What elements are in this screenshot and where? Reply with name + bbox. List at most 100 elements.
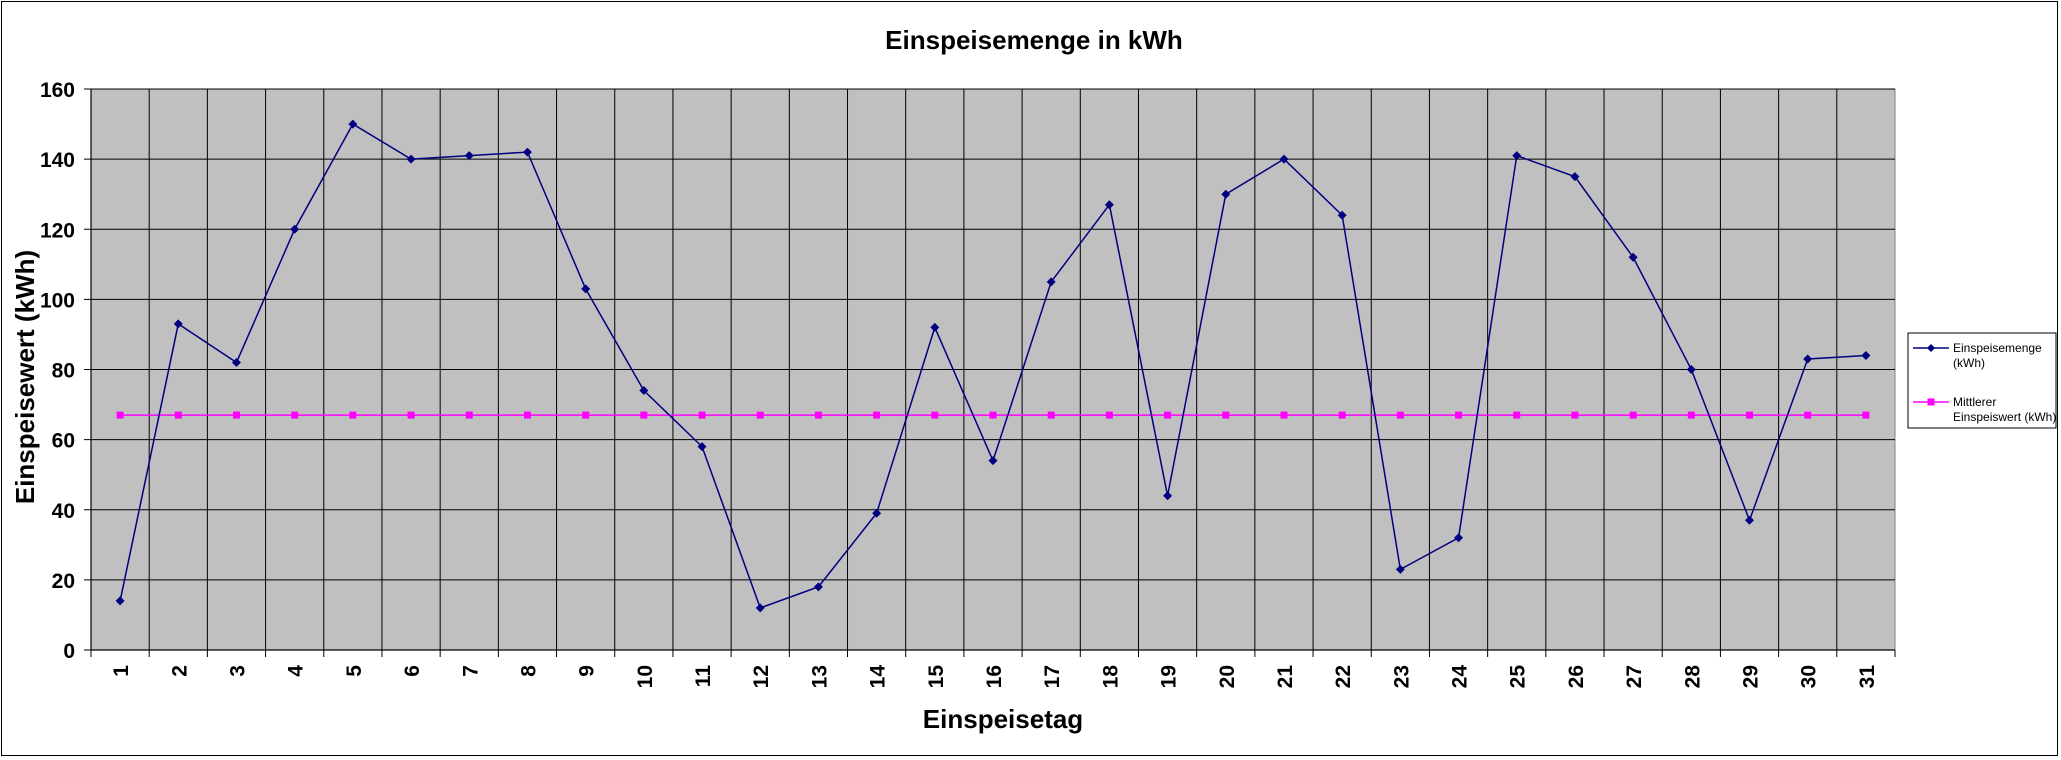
x-tick-label: 29 xyxy=(1740,665,1763,688)
x-tick-label: 6 xyxy=(401,665,424,677)
y-tick-label: 120 xyxy=(40,219,75,242)
legend-label: Einspeisemenge xyxy=(1953,341,2042,355)
data-point xyxy=(1163,491,1173,501)
data-point xyxy=(1279,154,1289,164)
data-point xyxy=(522,147,532,157)
data-point xyxy=(1628,252,1638,262)
data-point xyxy=(115,596,125,606)
x-tick-label: 11 xyxy=(692,665,715,688)
x-tick-label: 21 xyxy=(1274,665,1297,689)
data-point xyxy=(813,582,823,592)
x-tick-label: 26 xyxy=(1565,665,1588,688)
data-point xyxy=(464,151,474,161)
x-tick-label: 1 xyxy=(110,665,133,677)
data-point xyxy=(1164,411,1172,419)
data-point xyxy=(406,154,416,164)
data-point xyxy=(1454,533,1464,543)
x-tick-label: 18 xyxy=(1099,665,1122,689)
x-tick-label: 23 xyxy=(1390,665,1413,688)
data-point xyxy=(988,456,998,466)
data-point xyxy=(523,411,531,419)
data-point xyxy=(465,411,473,419)
y-tick-label: 0 xyxy=(63,640,75,663)
data-point xyxy=(1686,365,1696,374)
x-tick-label: 24 xyxy=(1449,665,1472,689)
series-layer xyxy=(115,119,1871,613)
y-tick-label: 160 xyxy=(40,79,75,102)
x-tick-label: 4 xyxy=(285,665,308,677)
data-point xyxy=(231,357,241,367)
data-point xyxy=(1104,200,1114,210)
data-point xyxy=(1571,411,1579,419)
x-tick-label: 27 xyxy=(1623,665,1646,688)
grid xyxy=(91,88,1895,650)
legend-label: (kWh) xyxy=(1953,356,1985,370)
x-tick-label: 13 xyxy=(808,665,831,688)
data-point xyxy=(116,411,124,419)
data-point xyxy=(1746,411,1754,419)
data-point xyxy=(1047,411,1055,419)
y-tick-label: 80 xyxy=(52,360,75,383)
x-tick-label: 15 xyxy=(925,665,948,689)
chart-title: Einspeisemenge in kWh xyxy=(885,25,1183,55)
data-point xyxy=(873,411,881,419)
x-tick-label: 14 xyxy=(867,665,890,689)
data-point xyxy=(1280,411,1288,419)
data-point xyxy=(1222,411,1230,419)
data-point xyxy=(1570,172,1580,182)
x-tick-label: 16 xyxy=(983,665,1006,688)
x-tick-label: 25 xyxy=(1507,665,1530,689)
data-point xyxy=(1745,515,1755,525)
x-tick-label: 5 xyxy=(343,665,366,677)
x-tick-label: 12 xyxy=(750,665,773,688)
y-axis-title: Einspeisewert (kWh) xyxy=(10,250,40,504)
legend-marker xyxy=(1927,398,1935,406)
data-point xyxy=(291,411,299,419)
data-point xyxy=(1512,151,1522,161)
x-tick-label: 31 xyxy=(1856,665,1879,689)
x-tick-label: 19 xyxy=(1158,665,1181,688)
x-tick-label: 28 xyxy=(1681,665,1704,689)
data-point xyxy=(639,386,649,396)
x-tick-label: 10 xyxy=(634,665,657,688)
data-point xyxy=(930,322,940,332)
y-tick-label: 60 xyxy=(52,430,75,453)
x-tick-label: 17 xyxy=(1041,665,1064,688)
data-point xyxy=(1513,411,1521,419)
y-tick-label: 40 xyxy=(52,500,75,523)
data-point xyxy=(756,411,764,419)
data-point xyxy=(1221,189,1231,199)
legend-label: Mittlerer xyxy=(1953,395,1996,409)
data-point xyxy=(1803,354,1813,364)
legend-label: Einspeiswert (kWh) xyxy=(1953,410,2056,424)
x-tick-label: 7 xyxy=(459,665,482,677)
data-point xyxy=(872,508,882,518)
data-point xyxy=(174,411,182,419)
x-tick-label: 9 xyxy=(576,665,599,677)
data-point xyxy=(1861,350,1871,360)
data-point xyxy=(290,224,300,234)
legend-marker xyxy=(1927,344,1935,352)
data-point xyxy=(1396,411,1404,419)
data-point xyxy=(989,411,997,419)
x-tick-label: 2 xyxy=(168,665,191,677)
x-tick-label: 8 xyxy=(517,665,540,677)
x-tick-label: 22 xyxy=(1332,665,1355,688)
data-point xyxy=(1395,564,1405,574)
x-tick-label: 3 xyxy=(226,665,249,677)
data-point xyxy=(1046,277,1056,287)
data-point xyxy=(1687,411,1695,419)
x-tick-label: 30 xyxy=(1798,665,1821,688)
data-point xyxy=(814,411,822,419)
data-point xyxy=(1105,411,1113,419)
data-point xyxy=(349,411,357,419)
data-point xyxy=(581,284,591,294)
data-point xyxy=(1338,411,1346,419)
data-point xyxy=(698,411,706,419)
data-point xyxy=(1862,411,1870,419)
y-tick-label: 100 xyxy=(40,289,75,312)
y-tick-label: 140 xyxy=(40,149,75,172)
